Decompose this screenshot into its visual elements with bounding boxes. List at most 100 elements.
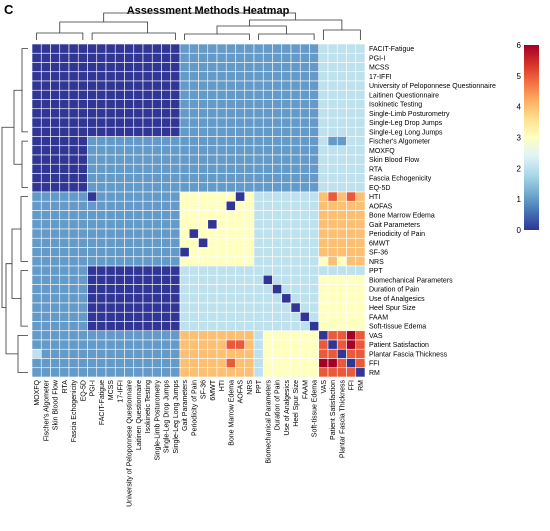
heatmap-cell [50,117,61,128]
heatmap-cell [31,256,42,267]
heatmap-cell [336,284,347,295]
heatmap-cell [290,200,301,211]
heatmap-cell [59,228,70,239]
heatmap-cell [318,237,329,248]
heatmap-cell [142,358,153,369]
heatmap-cell [253,145,264,156]
heatmap-cell [31,126,42,137]
heatmap-cell [87,145,98,156]
heatmap-cell [133,173,144,184]
heatmap-cell [235,163,246,174]
heatmap-cell [262,145,273,156]
heatmap-cell [161,311,172,322]
heatmap-cell [327,358,338,369]
heatmap-cell [299,80,310,91]
heatmap-cell [309,247,320,258]
heatmap-cell [170,62,181,73]
heatmap-cell [355,163,366,174]
heatmap-cell [336,200,347,211]
heatmap-cell [68,311,79,322]
heatmap-cell [290,293,301,304]
heatmap-cell [253,52,264,63]
heatmap-cell [207,62,218,73]
heatmap-cell [336,302,347,313]
heatmap-cell [151,321,162,332]
heatmap-cell [133,219,144,230]
heatmap-cell [262,43,273,54]
row-label: RTA [369,166,383,173]
heatmap-cell [31,330,42,341]
row-label: University of Peloponnese Questionnaire [369,83,496,90]
heatmap-cell [87,284,98,295]
heatmap-cell [327,367,338,378]
heatmap-cell [170,99,181,110]
heatmap-cell [77,247,88,258]
row-label: MCSS [369,65,390,72]
heatmap-cell [142,62,153,73]
heatmap-cell [225,126,236,137]
heatmap-cell [355,52,366,63]
heatmap-cell [188,256,199,267]
heatmap-cell [114,210,125,221]
heatmap-cell [244,284,255,295]
row-label: RM [369,370,380,377]
heatmap-cell [253,163,264,174]
heatmap-cell [142,265,153,276]
heatmap-cell [77,52,88,63]
heatmap-cell [281,321,292,332]
heatmap-cell [272,182,283,193]
heatmap-cell [207,302,218,313]
heatmap-cell [124,367,135,378]
heatmap-cell [114,173,125,184]
heatmap-cell [114,145,125,156]
column-label: MCSS [108,380,115,401]
heatmap-cell [299,191,310,202]
heatmap-cell [188,284,199,295]
heatmap-cell [336,126,347,137]
heatmap-cell [235,89,246,100]
heatmap-cell [262,348,273,359]
heatmap-cell [290,126,301,137]
heatmap-cell [31,321,42,332]
heatmap-cell [179,80,190,91]
heatmap-cell [151,52,162,63]
heatmap-cell [161,247,172,258]
heatmap-cell [77,108,88,119]
heatmap-cell [198,52,209,63]
column-label: FAAM [302,380,309,399]
heatmap-cell [272,219,283,230]
heatmap-cell [244,339,255,350]
heatmap-cell [151,191,162,202]
heatmap-cell [59,117,70,128]
heatmap-cell [355,302,366,313]
heatmap-cell [68,191,79,202]
heatmap-cell [346,237,357,248]
row-label: Periodicity of Pain [369,231,425,238]
heatmap-cell [346,210,357,221]
heatmap-cell [170,200,181,211]
heatmap-cell [179,293,190,304]
heatmap-cell [170,228,181,239]
heatmap-cell [309,154,320,165]
heatmap-cell [124,99,135,110]
heatmap-cell [235,358,246,369]
heatmap-cell [253,126,264,137]
heatmap-cell [216,126,227,137]
heatmap-cell [59,247,70,258]
heatmap-cell [216,108,227,119]
heatmap-cell [225,228,236,239]
heatmap-cell [318,265,329,276]
row-label: Plantar Fascia Thickness [369,351,448,358]
heatmap-cell [31,163,42,174]
heatmap-cell [59,274,70,285]
heatmap-cell [68,52,79,63]
heatmap-cell [225,339,236,350]
heatmap-cell [188,99,199,110]
heatmap-cell [299,71,310,82]
heatmap-cell [179,284,190,295]
heatmap-cell [336,265,347,276]
column-label: NRS [247,380,254,395]
heatmap-cell [114,367,125,378]
heatmap-cell [142,117,153,128]
heatmap-cell [216,145,227,156]
